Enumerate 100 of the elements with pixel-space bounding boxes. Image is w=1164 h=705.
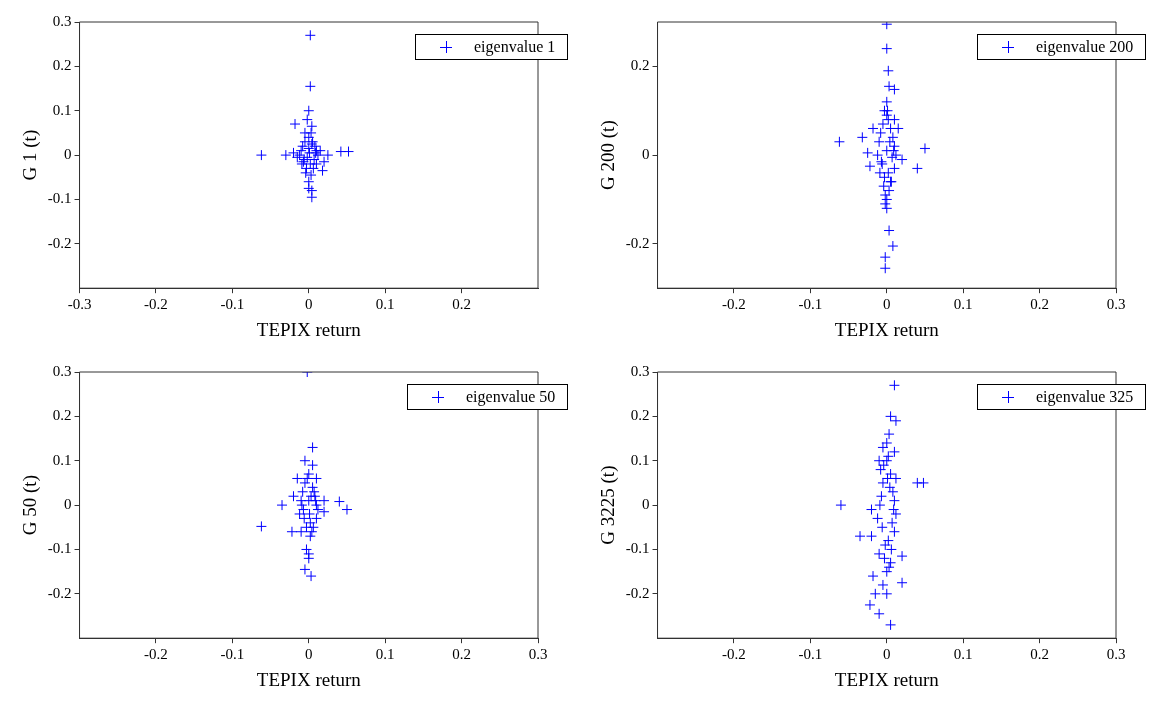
point: [864, 599, 876, 611]
point: [303, 552, 315, 564]
point: [341, 504, 353, 516]
point: [286, 526, 298, 538]
x-tick-label: -0.3: [67, 296, 92, 313]
point: [873, 608, 885, 620]
point: [881, 566, 893, 578]
x-tick-label: -0.2: [144, 296, 168, 313]
point: [876, 521, 888, 533]
point: [865, 504, 877, 516]
y-tick-label: 0.2: [630, 407, 650, 424]
x-tick-label: 0.2: [1030, 646, 1049, 663]
point: [888, 145, 900, 157]
point: [864, 160, 876, 172]
point: [883, 225, 895, 237]
x-tick-label: 0: [305, 296, 313, 313]
point: [881, 193, 893, 205]
point: [295, 526, 307, 538]
point: [888, 526, 900, 538]
y-tick-label: 0.1: [630, 451, 650, 468]
point: [881, 96, 893, 108]
point: [303, 105, 315, 117]
x-tick-label: 0: [883, 646, 891, 663]
y-tick-label: 0.2: [52, 57, 72, 74]
point: [882, 450, 894, 462]
point: [835, 499, 847, 511]
point: [919, 142, 931, 154]
x-tick-label: 0.1: [375, 646, 395, 663]
point: [856, 131, 868, 143]
point: [867, 570, 879, 582]
x-tick-label: 0.1: [953, 646, 973, 663]
point: [289, 118, 301, 130]
y-tick-label: 0: [642, 496, 650, 513]
y-tick-label: -0.1: [47, 540, 72, 557]
x-tick-label: 0.2: [452, 296, 471, 313]
y-tick-label: 0.2: [630, 57, 650, 74]
x-tick-label: 0: [305, 646, 313, 663]
point: [307, 441, 319, 453]
point: [335, 146, 347, 158]
y-tick-label: 0.3: [52, 362, 72, 379]
x-axis-title: TEPIX return: [256, 668, 362, 690]
x-tick-label: 0.1: [953, 296, 973, 313]
y-tick-label: 0.3: [52, 12, 72, 29]
y-tick-label: -0.2: [47, 584, 72, 601]
y-tick-label: 0: [64, 496, 72, 513]
point: [896, 550, 908, 562]
x-tick-label: -0.2: [722, 296, 746, 313]
point: [308, 486, 320, 498]
point: [301, 472, 313, 484]
point: [833, 136, 845, 148]
point: [255, 149, 267, 161]
point: [882, 114, 894, 126]
point: [875, 464, 887, 476]
point: [873, 136, 885, 148]
point: [865, 530, 877, 542]
x-tick-label: 0: [883, 296, 891, 313]
legend-label: eigenvalue 200: [1036, 38, 1134, 56]
point: [885, 619, 897, 631]
x-tick-label: 0.3: [1106, 296, 1126, 313]
y-axis-title: G 50 (t): [19, 475, 42, 536]
point: [854, 530, 866, 542]
y-tick-label: 0.2: [52, 407, 72, 424]
point: [875, 490, 887, 502]
point: [881, 437, 893, 449]
point: [877, 441, 889, 453]
x-axis-title: TEPIX return: [256, 318, 362, 340]
y-tick-label: -0.2: [47, 234, 72, 251]
y-tick-label: 0: [64, 146, 72, 163]
point: [887, 240, 899, 252]
x-tick-label: 0.2: [1030, 296, 1049, 313]
point: [883, 428, 895, 440]
point: [911, 162, 923, 174]
point: [882, 167, 894, 179]
y-tick-label: -0.1: [625, 540, 650, 557]
point: [879, 262, 891, 274]
y-axis-title: G 200 (t): [597, 120, 620, 190]
point: [886, 517, 898, 529]
x-axis-title: TEPIX return: [834, 318, 940, 340]
x-tick-label: -0.1: [798, 646, 823, 663]
x-tick-label: 0.3: [528, 646, 548, 663]
point: [884, 136, 896, 148]
point: [276, 499, 288, 511]
point: [879, 251, 891, 263]
point: [874, 499, 886, 511]
y-tick-label: -0.2: [625, 234, 650, 251]
point: [881, 588, 893, 600]
y-tick-label: 0.1: [52, 451, 72, 468]
point: [883, 561, 895, 573]
x-tick-label: 0.2: [452, 646, 471, 663]
point: [297, 486, 309, 498]
legend-label: eigenvalue 50: [466, 388, 556, 406]
x-tick-label: -0.1: [798, 296, 823, 313]
point: [882, 535, 894, 547]
point: [881, 43, 893, 55]
point: [917, 477, 929, 489]
y-tick-label: 0.3: [630, 362, 650, 379]
point: [280, 149, 292, 161]
point: [306, 191, 318, 203]
point: [882, 105, 894, 117]
x-tick-label: 0.3: [1106, 646, 1126, 663]
